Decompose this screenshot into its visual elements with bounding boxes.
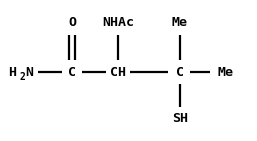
- Text: Me: Me: [172, 16, 188, 28]
- Text: NHAc: NHAc: [102, 16, 134, 28]
- Text: SH: SH: [172, 112, 188, 125]
- Text: 2: 2: [19, 72, 25, 82]
- Text: CH: CH: [110, 66, 126, 79]
- Text: C: C: [176, 66, 184, 79]
- Text: Me: Me: [218, 66, 234, 79]
- Text: H: H: [8, 66, 16, 79]
- Text: C: C: [68, 66, 76, 79]
- Text: N: N: [25, 66, 33, 79]
- Text: O: O: [68, 16, 76, 28]
